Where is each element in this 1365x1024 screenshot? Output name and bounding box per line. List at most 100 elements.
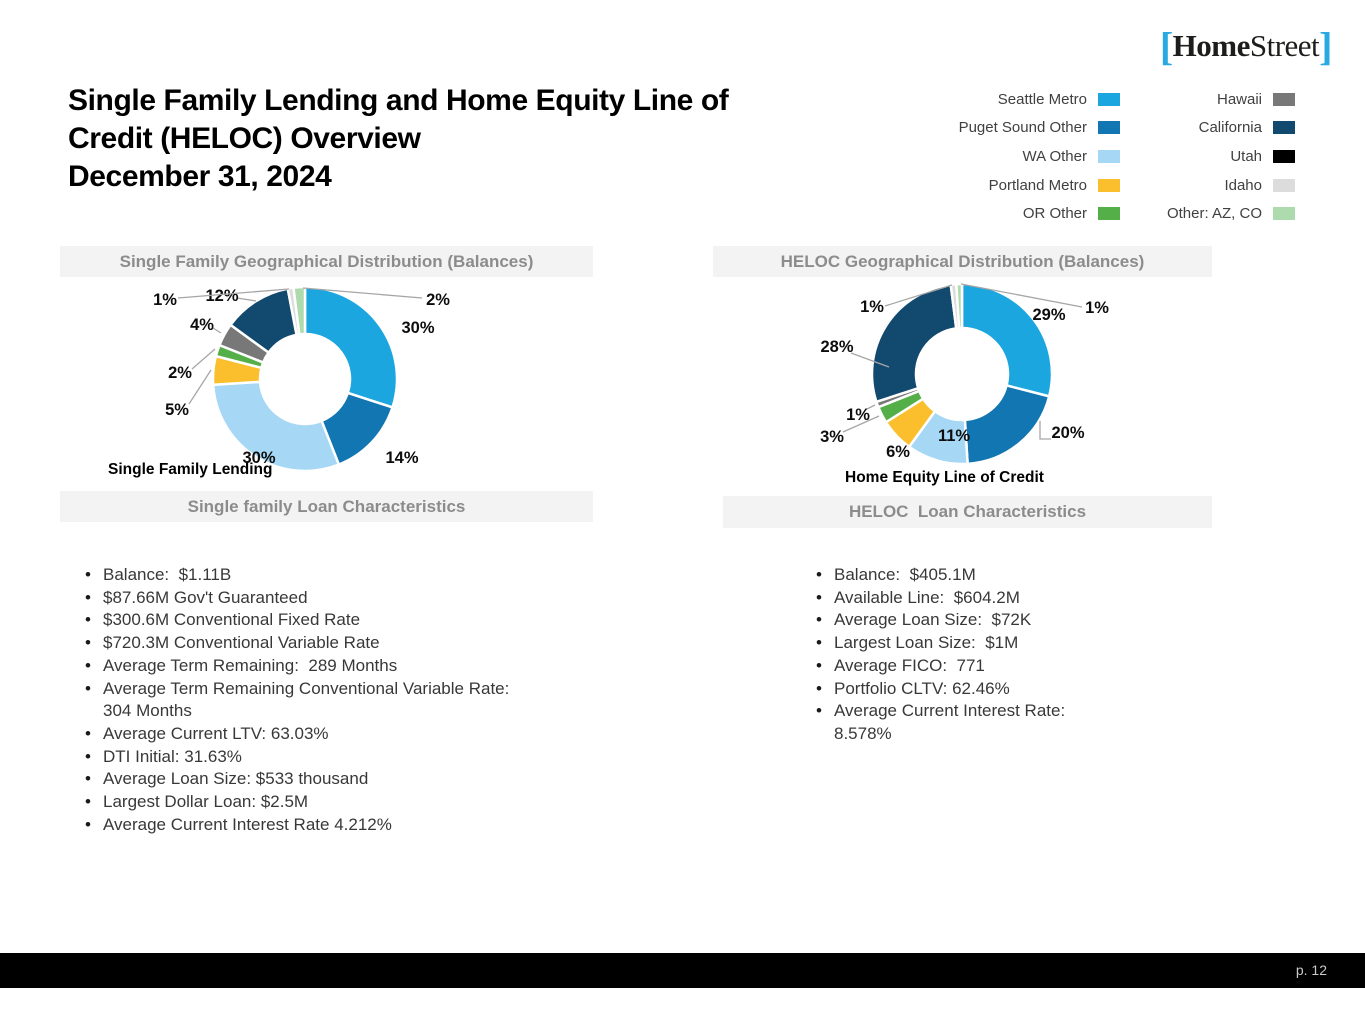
leader-line [212,327,222,334]
leader-line [302,287,423,299]
leader-line [864,404,876,411]
slice-label: 2% [168,364,192,382]
slice-label: 11% [938,427,970,445]
legend-swatch [1098,207,1120,221]
list-item: Average Current Interest Rate: 8.578% [815,700,1117,745]
slice-label: 5% [165,401,189,419]
slice-label: 12% [205,287,238,305]
homestreet-logo: [HomeStreet] [1160,27,1333,67]
slice-label: 1% [1085,299,1109,317]
slice-label: 29% [1032,306,1065,324]
legend-item: Utah [1103,142,1295,171]
list-item: Average Current Interest Rate 4.212% [84,814,532,837]
slice-label: 1% [860,298,884,316]
legend-item: Puget Sound Other [928,114,1120,143]
donut-slice-seattle-metro [303,285,399,409]
list-item: Balance: $405.1M [815,564,1117,587]
legend-label: Hawaii [1216,90,1262,108]
list-item: Largest Dollar Loan: $2.5M [84,791,532,814]
leader-line [960,283,1083,308]
legend-item: Other: AZ, CO [1103,199,1295,228]
legend-item: Idaho [1103,171,1295,200]
heloc-characteristics-header: HELOC Loan Characteristics [723,496,1212,528]
slice-label: 6% [886,443,910,461]
leader-line [188,369,212,405]
heloc-chart-caption: Home Equity Line of Credit [845,469,1044,486]
single-family-chart-header: Single Family Geographical Distribution … [60,246,593,277]
list-item: Available Line: $604.2M [815,587,1117,610]
heloc-characteristics-list: Balance: $405.1MAvailable Line: $604.2MA… [815,564,1117,746]
legend-swatch [1098,149,1120,163]
legend-swatch [1273,178,1295,192]
legend-label: Seattle Metro [997,90,1087,108]
title-line-1: Single Family Lending and Home Equity Li… [68,84,729,117]
legend-label: California [1198,119,1262,137]
leader-line [1039,421,1051,440]
single-family-chart-caption: Single Family Lending [108,461,273,478]
list-item: Largest Loan Size: $1M [815,632,1117,655]
donut-svg: 30% 14% 30% 5% 2% 4% 12% 1% 2% [153,285,450,473]
legend-column-left: Seattle Metro Puget Sound Other WA Other Po… [928,85,1120,228]
leader-line [191,348,216,370]
legend-label: OR Other [1022,205,1087,223]
legend-swatch [1098,178,1120,192]
legend-item: California [1103,114,1295,143]
donut-slice-puget-sound-other [963,384,1051,466]
title-line-2: Credit (HELOC) Overview [68,122,421,155]
title-line-3: December 31, 2024 [68,160,332,193]
donut-slice-california [870,283,958,404]
legend-column-right: Hawaii California Utah Idaho Other: AZ, CO [1103,85,1295,228]
leader-line [177,288,290,299]
slice-label: 30% [242,449,275,467]
slice-label: 30% [401,319,434,337]
list-item: Average Term Remaining Conventional Vari… [84,678,532,723]
list-item: $720.3M Conventional Variable Rate [84,632,532,655]
leader-line [842,415,880,433]
legend-label: Other: AZ, CO [1166,205,1262,223]
leader-line [884,284,953,307]
legend-swatch [1098,121,1120,135]
footer-bar: p. 12 [0,953,1365,988]
legend-swatch [1273,149,1295,163]
single-family-characteristics-list: Balance: $1.11B$87.66M Gov't Guaranteed$… [84,564,532,836]
list-item: Average Term Remaining: 289 Months [84,655,532,678]
slice-label: 14% [385,449,418,467]
donut-slice-wa-other [211,380,341,473]
legend-swatch [1098,92,1120,106]
slice-label: 1% [846,406,870,424]
list-item: Average FICO: 771 [815,655,1117,678]
leader-line [236,297,257,302]
slice-label: 20% [1051,424,1084,442]
legend-label: Portland Metro [988,176,1087,194]
slice-label: 28% [820,338,853,356]
legend-item: Seattle Metro [928,85,1120,114]
legend-label: WA Other [1022,147,1087,165]
donut-slice-other-az-co [955,282,964,330]
legend-swatch [1273,207,1295,221]
list-item: $300.6M Conventional Fixed Rate [84,609,532,632]
page-title: Single Family Lending and Home Equity Li… [68,82,868,196]
slice-label: 1% [153,291,177,309]
legend-swatch [1273,92,1295,106]
list-item: Portfolio CLTV: 62.46% [815,678,1117,701]
page-number: p. 12 [1295,962,1327,978]
list-item: $87.66M Gov't Guaranteed [84,587,532,610]
donut-svg: 29%20%11%6%3%1%28%1% 1% [820,282,1109,466]
slice-label: 3% [820,428,844,446]
leader-line [850,352,890,368]
logo-left-bracket: [ [1159,24,1173,69]
slice-label: 2% [426,291,450,309]
list-item: Balance: $1.11B [84,564,532,587]
legend-label: Idaho [1224,176,1262,194]
list-item: Average Loan Size: $72K [815,609,1117,632]
legend-item: WA Other [928,142,1120,171]
legend-label: Utah [1230,147,1262,165]
legend-label: Puget Sound Other [958,119,1087,137]
single-family-donut-chart: 30% 14% 30% 5% 2% 4% 12% 1% 2% [60,280,593,492]
legend-item: OR Other [928,199,1120,228]
slice-label: 4% [190,316,214,334]
legend-item: Hawaii [1103,85,1295,114]
single-family-characteristics-header: Single family Loan Characteristics [60,491,593,522]
logo-home-text: Home [1172,28,1251,63]
